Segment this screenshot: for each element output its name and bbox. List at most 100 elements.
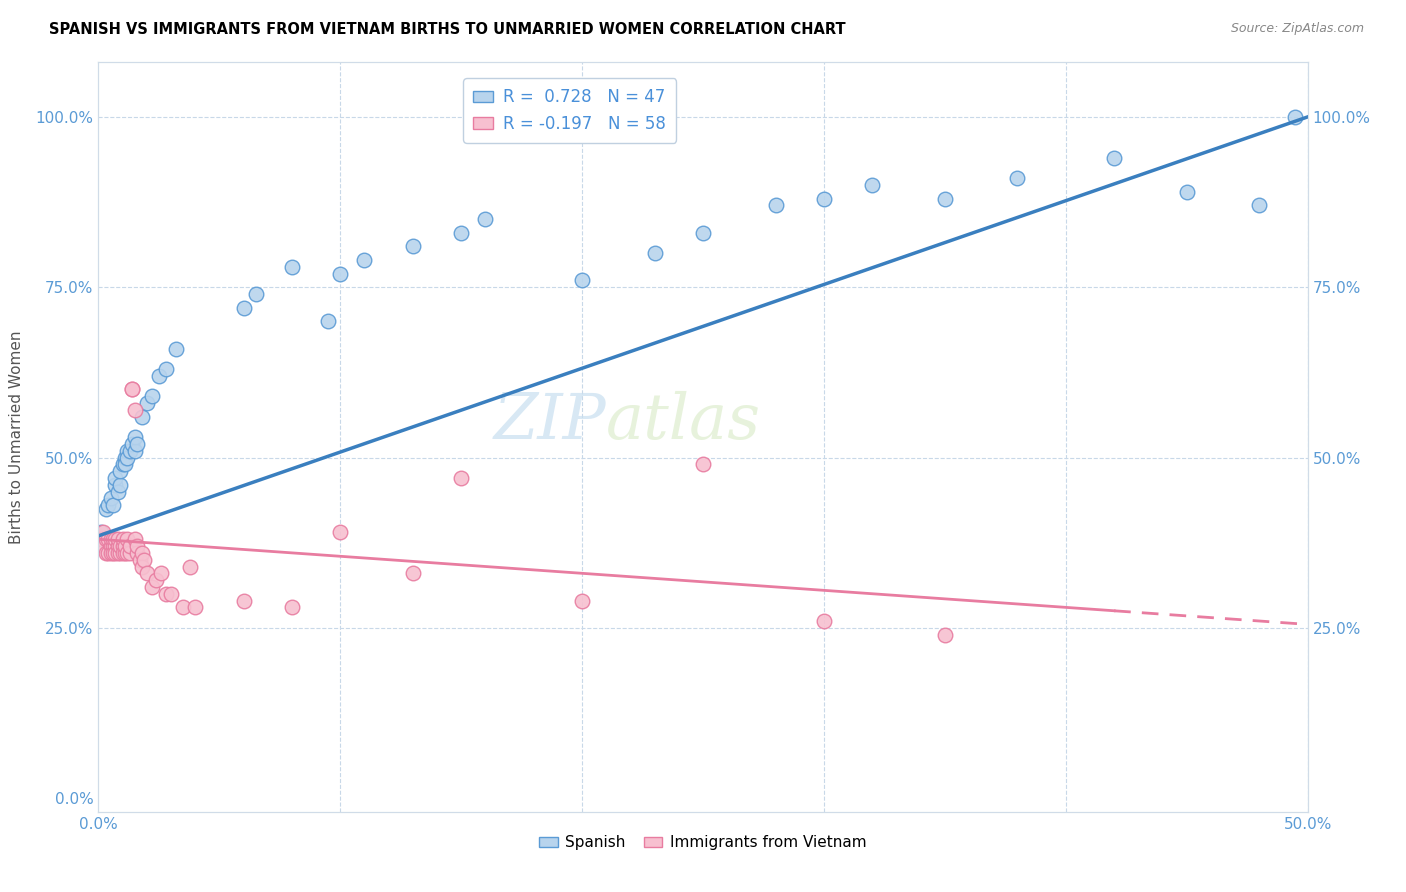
Point <box>281 260 304 274</box>
Point <box>232 301 254 315</box>
Point <box>172 600 194 615</box>
Point <box>108 477 131 491</box>
Point <box>107 484 129 499</box>
Legend: Spanish, Immigrants from Vietnam: Spanish, Immigrants from Vietnam <box>533 830 873 856</box>
Point <box>97 546 120 560</box>
Point <box>135 566 157 581</box>
Point <box>100 539 122 553</box>
Point <box>111 546 134 560</box>
Point <box>141 580 163 594</box>
Point <box>101 546 124 560</box>
Point <box>232 593 254 607</box>
Point <box>90 525 112 540</box>
Point <box>111 533 134 547</box>
Point <box>94 533 117 547</box>
Text: atlas: atlas <box>606 392 761 453</box>
Point <box>165 342 187 356</box>
Point <box>124 402 146 417</box>
Point <box>124 533 146 547</box>
Point <box>118 443 141 458</box>
Point <box>134 552 156 566</box>
Point <box>765 198 787 212</box>
Text: SPANISH VS IMMIGRANTS FROM VIETNAM BIRTHS TO UNMARRIED WOMEN CORRELATION CHART: SPANISH VS IMMIGRANTS FROM VIETNAM BIRTH… <box>49 22 846 37</box>
Point <box>100 491 122 506</box>
Point <box>1102 151 1125 165</box>
Point <box>90 533 112 547</box>
Point <box>692 458 714 472</box>
Point <box>121 383 143 397</box>
Point <box>108 546 131 560</box>
Point <box>108 539 131 553</box>
Point <box>114 450 136 465</box>
Point <box>160 587 183 601</box>
Point <box>127 437 149 451</box>
Point <box>150 566 173 581</box>
Point <box>860 178 883 192</box>
Point <box>128 552 150 566</box>
Point <box>155 362 177 376</box>
Point <box>94 501 117 516</box>
Text: Source: ZipAtlas.com: Source: ZipAtlas.com <box>1230 22 1364 36</box>
Point <box>644 246 666 260</box>
Point <box>135 396 157 410</box>
Point <box>402 239 425 253</box>
Point <box>114 458 136 472</box>
Point <box>117 450 139 465</box>
Point <box>934 192 956 206</box>
Point <box>124 430 146 444</box>
Point <box>131 559 153 574</box>
Point <box>179 559 201 574</box>
Point <box>117 533 139 547</box>
Point <box>108 464 131 478</box>
Point <box>813 614 835 628</box>
Point <box>571 593 593 607</box>
Point <box>141 389 163 403</box>
Point <box>329 525 352 540</box>
Point <box>104 477 127 491</box>
Point <box>329 267 352 281</box>
Point <box>124 443 146 458</box>
Point <box>91 539 114 553</box>
Point <box>121 437 143 451</box>
Y-axis label: Births to Unmarried Women: Births to Unmarried Women <box>10 330 24 544</box>
Point <box>131 546 153 560</box>
Point <box>101 533 124 547</box>
Point <box>450 226 472 240</box>
Point <box>571 273 593 287</box>
Point <box>100 533 122 547</box>
Point <box>1284 110 1306 124</box>
Point <box>107 533 129 547</box>
Point <box>155 587 177 601</box>
Point <box>101 498 124 512</box>
Point <box>97 498 120 512</box>
Point <box>94 546 117 560</box>
Point <box>1249 198 1271 212</box>
Point <box>127 539 149 553</box>
Point <box>450 471 472 485</box>
Point <box>118 539 141 553</box>
Point <box>316 314 339 328</box>
Point <box>111 458 134 472</box>
Point <box>117 443 139 458</box>
Point <box>117 546 139 560</box>
Point <box>101 539 124 553</box>
Point <box>104 539 127 553</box>
Point <box>114 546 136 560</box>
Point <box>100 546 122 560</box>
Point <box>104 533 127 547</box>
Point <box>107 539 129 553</box>
Point <box>114 539 136 553</box>
Point <box>692 226 714 240</box>
Text: ZIP: ZIP <box>494 392 606 453</box>
Point <box>1007 171 1029 186</box>
Point <box>104 471 127 485</box>
Point <box>121 383 143 397</box>
Point <box>402 566 425 581</box>
Point <box>148 368 170 383</box>
Point <box>474 212 496 227</box>
Point <box>1175 185 1198 199</box>
Point <box>111 539 134 553</box>
Point <box>131 409 153 424</box>
Point <box>184 600 207 615</box>
Point <box>97 533 120 547</box>
